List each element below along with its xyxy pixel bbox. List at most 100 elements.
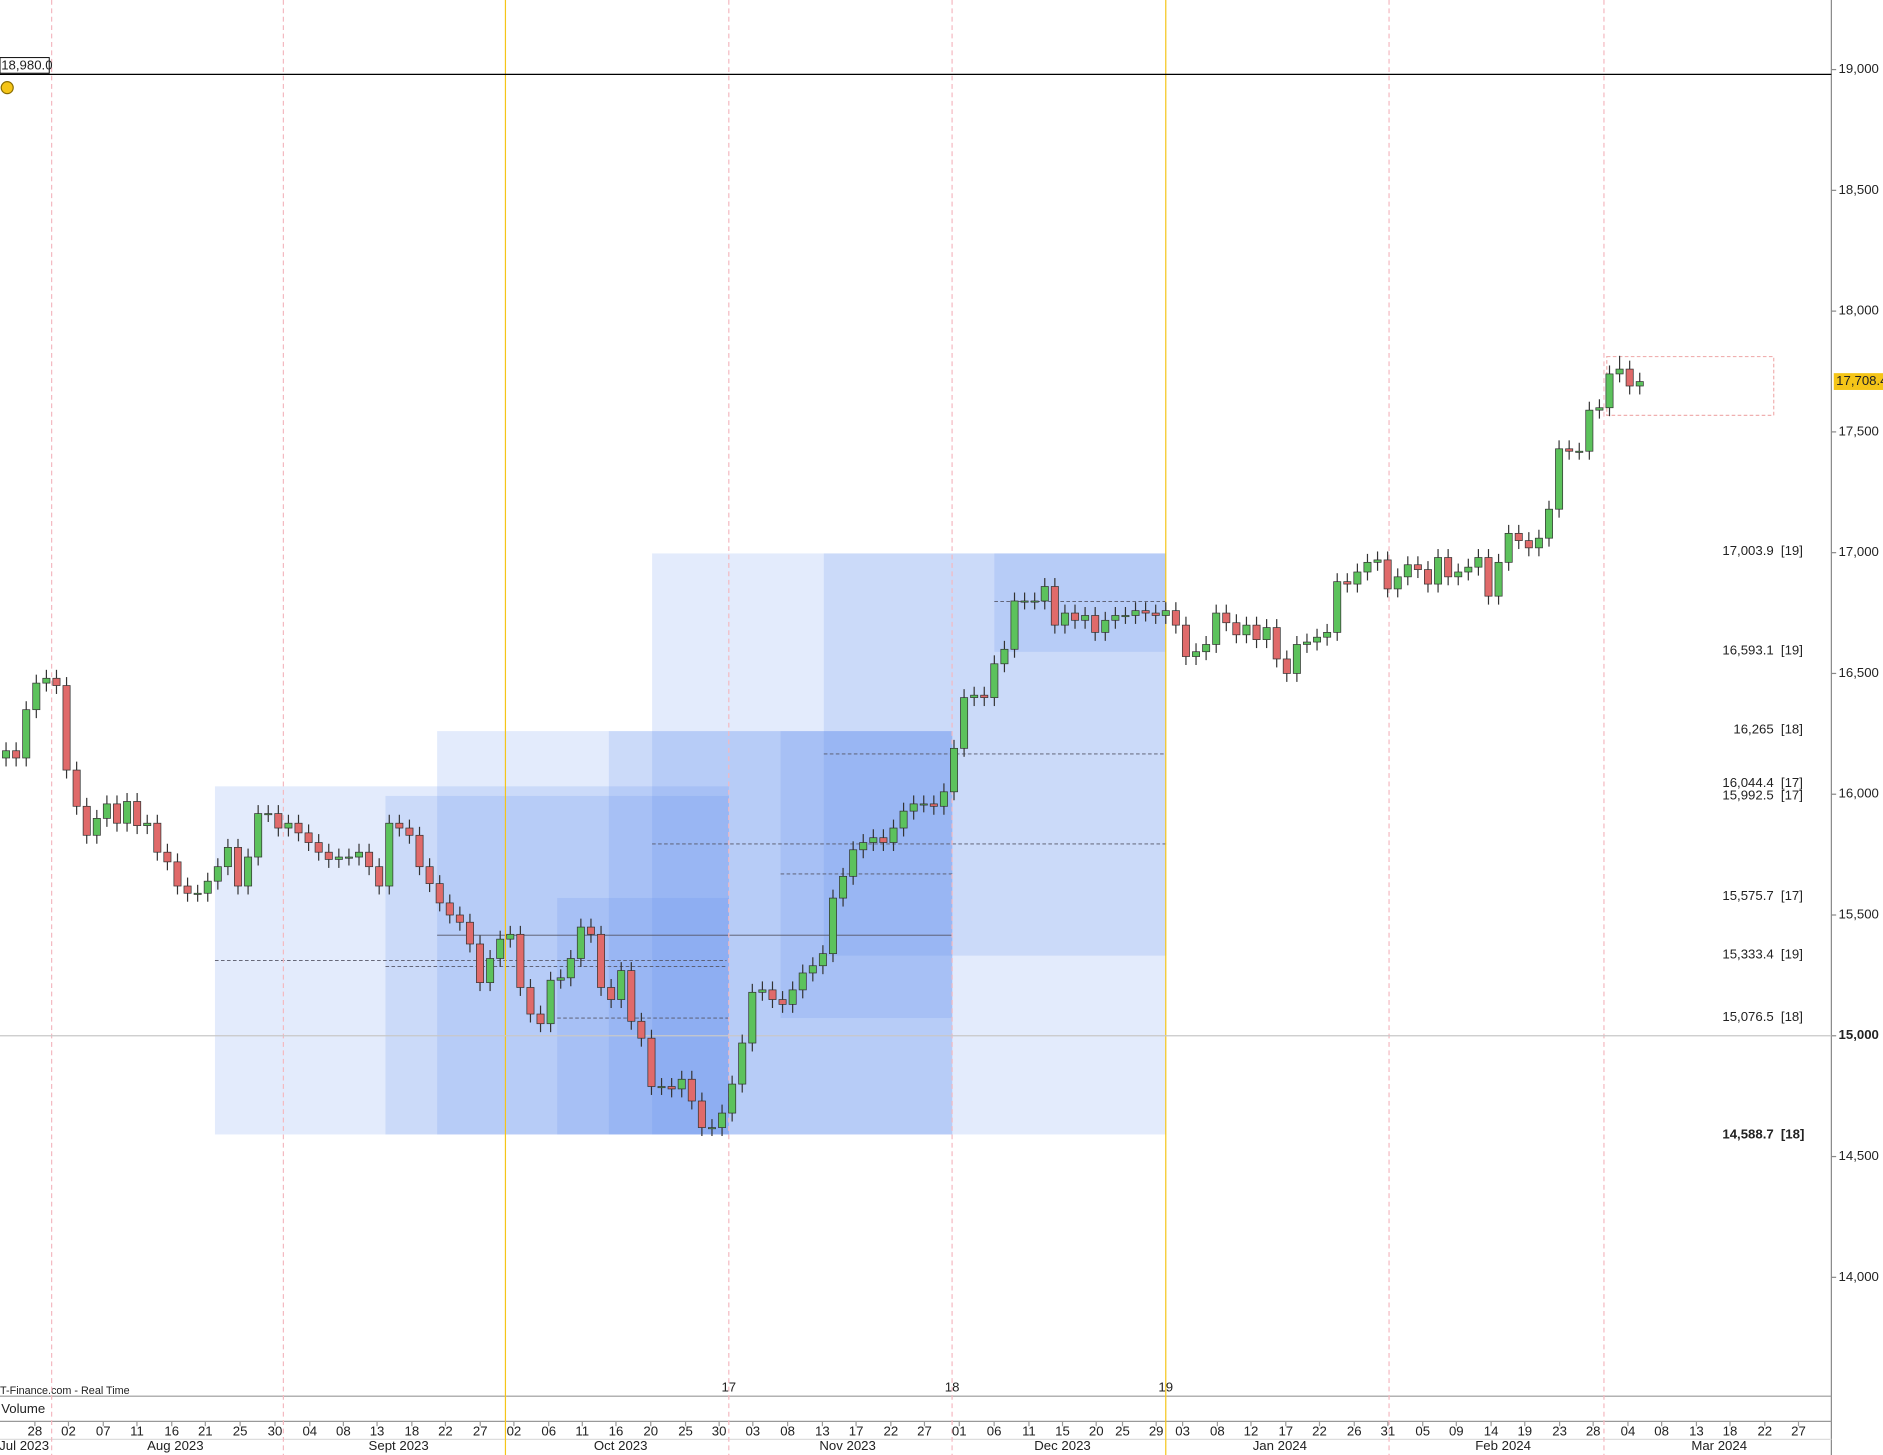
candle-body [62,685,71,771]
x-tick-label: 28 [1586,1424,1601,1439]
candle-body [1595,407,1604,411]
level-label: 15,992.5 [1722,788,1773,803]
x-tick-label: 03 [745,1424,760,1439]
candle-body [1313,636,1322,643]
candle-body [1101,619,1110,633]
last-price-label: 17,708.4 [1836,373,1883,388]
candle-body [1585,409,1594,452]
month-label: Jan 2024 [1253,1438,1307,1453]
candle-body [586,926,595,935]
candle-body [375,866,384,887]
candle-body [1212,612,1221,645]
candle-body [254,813,263,858]
zone [608,731,953,1135]
panel-label: Volume [1,1401,45,1416]
candle-body [1484,557,1493,597]
candle-body [1494,561,1503,597]
level-label: 17,003.9 [1722,543,1773,558]
candle-body [697,1100,706,1128]
candle-body [667,1086,676,1090]
x-tick-label: 18 [405,1424,420,1439]
x-tick-label: 19 [1517,1424,1532,1439]
x-tick-label: 11 [1022,1424,1036,1439]
x-tick-label: 11 [130,1424,144,1439]
candle-body [234,847,242,887]
x-tick-label: 05 [1415,1424,1430,1439]
alert-icon [0,81,14,95]
candle-body [42,677,51,684]
x-tick-label: 08 [336,1424,351,1439]
candle-body [1000,648,1009,665]
candle-body [748,991,757,1044]
level-tag: [17] [1781,888,1803,903]
x-tick-label: 06 [987,1424,1002,1439]
x-tick-label: 08 [780,1424,795,1439]
x-tick-label: 17 [1278,1424,1293,1439]
candle-body [445,902,454,916]
candle-body [395,822,404,829]
candle-body [506,933,515,940]
candle-body [1161,610,1170,616]
level-label: 14,588.7 [1722,1127,1773,1142]
month-label: Jul 2023 [0,1438,49,1453]
y-tick-label: 19,000 [1839,61,1879,76]
x-tick-label: 22 [1312,1424,1327,1439]
x-tick-label: 16 [164,1424,179,1439]
zone [994,553,1167,652]
level-label: 15,076.5 [1722,1009,1773,1024]
candle-body [970,694,979,698]
candle-body [435,883,444,904]
candle-body [708,1127,716,1130]
x-tick-label: 02 [507,1424,522,1439]
x-tick-label: 21 [198,1424,213,1439]
candle-body [1303,641,1311,645]
level-tag: [19] [1781,642,1803,657]
candle-body [1060,612,1069,626]
level-label: 16,044.4 [1722,775,1773,790]
candle-body [294,822,303,834]
candle-body [405,827,414,836]
candle-body [32,682,41,711]
candle-body [1020,600,1029,603]
candle-body [22,709,31,759]
level-label: 16,265 [1733,722,1773,737]
candle-body [536,1013,545,1025]
candle-body [244,856,253,887]
candle-body [1202,644,1211,653]
candle-body [425,866,434,884]
y-tick-label: 17,500 [1839,423,1879,438]
candle-body [1050,586,1059,626]
candle-body [183,885,192,894]
x-tick-label: 08 [1210,1424,1225,1439]
candle-body [1403,564,1412,578]
candle-body [1373,559,1382,563]
x-tick-label: 12 [1244,1424,1259,1439]
candle-body [1625,368,1634,387]
candle-body [133,801,142,826]
candle-body [82,805,91,836]
x-tick-label: 01 [952,1424,967,1439]
candle-body [324,851,333,860]
month-label: Dec 2023 [1034,1438,1090,1453]
candle-body [1393,576,1402,590]
y-tick-label: 15,000 [1839,1027,1879,1042]
candle-body [1454,571,1463,578]
period-label: 17 [721,1379,736,1394]
candle-body [879,837,888,843]
x-tick-label: 26 [1347,1424,1362,1439]
candle-body [1222,612,1231,624]
x-tick-label: 22 [1757,1424,1772,1439]
candle-body [1111,615,1120,621]
zone-lines [214,601,1167,1019]
candle-body [153,822,162,853]
candle-body [1565,448,1574,452]
x-tick-label: 25 [678,1424,693,1439]
y-tick-label: 15,500 [1839,906,1879,921]
y-tick-label: 14,000 [1839,1269,1879,1284]
candle-body [365,851,374,868]
x-tick-label: 25 [1115,1424,1130,1439]
candle-body [1333,581,1342,633]
candle-body [304,832,313,843]
